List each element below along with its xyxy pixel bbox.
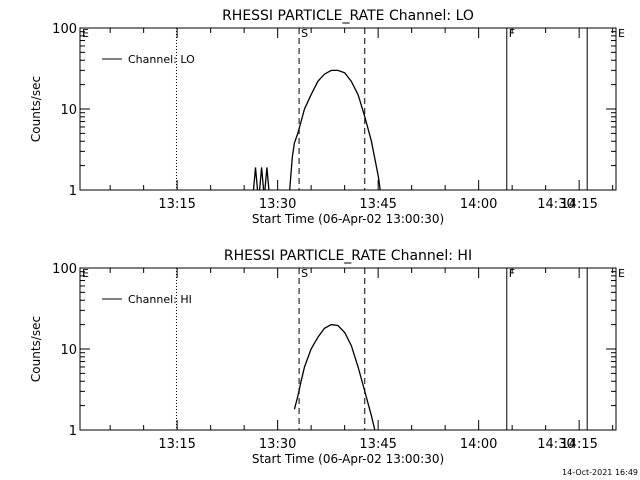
x-axis-label: Start Time (06-Apr-02 13:00:30) <box>252 452 444 466</box>
legend-label: Channel: HI <box>128 293 192 306</box>
x-tick-label: 14:15 <box>560 437 597 452</box>
data-series-line <box>289 69 381 191</box>
data-series-line <box>258 167 265 191</box>
x-tick-label: 13:30 <box>259 197 296 212</box>
event-marker-label: E <box>82 267 89 280</box>
y-axis-label: Counts/sec <box>29 76 43 142</box>
event-marker-label: F <box>509 267 515 280</box>
x-tick-label: 14:30 <box>537 437 574 452</box>
y-tick-label: 10 <box>60 103 77 118</box>
x-tick-label: 13:45 <box>359 197 396 212</box>
y-tick-label: 100 <box>52 262 77 277</box>
x-tick-label: 14:00 <box>460 197 497 212</box>
data-series-line <box>264 167 270 191</box>
y-tick-label: 10 <box>60 343 77 358</box>
x-tick-label: 13:15 <box>158 197 195 212</box>
generation-timestamp: 14-Oct-2021 16:49 <box>562 468 638 477</box>
x-tick-label: 13:30 <box>259 437 296 452</box>
y-tick-label: 1 <box>69 424 77 439</box>
event-marker-label: S <box>301 267 308 280</box>
y-axis-label: Counts/sec <box>29 316 43 382</box>
lo-channel-chart: RHESSI PARTICLE_RATE Channel: LO Counts/s… <box>29 8 625 226</box>
legend-label: Channel: LO <box>128 53 195 66</box>
x-tick-label: 13:15 <box>158 437 195 452</box>
event-marker-label: F <box>509 27 515 40</box>
event-marker-label: E <box>618 27 625 40</box>
chart-title: RHESSI PARTICLE_RATE Channel: LO <box>222 8 474 24</box>
x-tick-label: 14:00 <box>460 437 497 452</box>
event-marker-label: E <box>618 267 625 280</box>
hi-channel-chart: RHESSI PARTICLE_RATE Channel: HI Counts/s… <box>29 248 625 466</box>
x-tick-label: 14:15 <box>560 197 597 212</box>
x-tick-label: 13:45 <box>359 437 396 452</box>
event-marker-label: E <box>82 27 89 40</box>
x-axis-label: Start Time (06-Apr-02 13:00:30) <box>252 212 444 226</box>
data-series-line <box>293 323 376 431</box>
x-tick-label: 14:30 <box>537 197 574 212</box>
y-tick-label: 1 <box>69 184 77 199</box>
event-marker-label: S <box>301 27 308 40</box>
y-tick-label: 100 <box>52 22 77 37</box>
chart-title: RHESSI PARTICLE_RATE Channel: HI <box>224 248 472 264</box>
data-series-line <box>252 167 259 191</box>
